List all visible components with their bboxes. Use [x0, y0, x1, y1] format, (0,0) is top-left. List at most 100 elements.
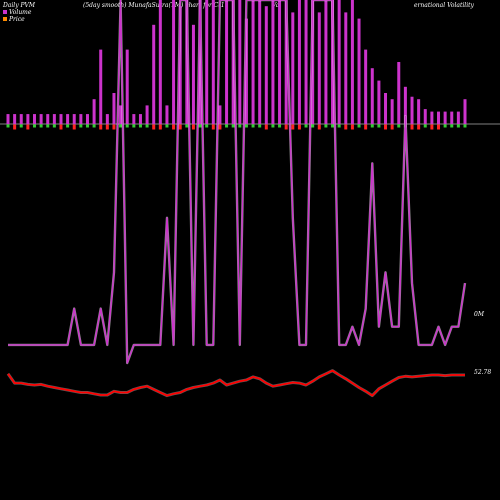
direction-marker: [444, 125, 447, 128]
volume-bar: [165, 105, 168, 124]
volume-bar: [258, 0, 261, 124]
direction-marker: [79, 125, 82, 128]
volume-bar: [139, 114, 142, 124]
direction-marker: [324, 125, 327, 128]
volume-bar: [377, 81, 380, 124]
direction-marker: [245, 125, 248, 128]
direction-marker: [53, 125, 56, 128]
direction-marker: [430, 125, 433, 130]
volume-bar: [457, 112, 460, 124]
volume-bar: [291, 12, 294, 124]
direction-marker: [13, 125, 16, 130]
volume-bar: [271, 0, 274, 124]
direction-marker: [46, 125, 49, 128]
volume-bar: [450, 112, 453, 124]
volume-bar: [417, 99, 420, 124]
direction-marker: [417, 125, 420, 130]
volume-bar: [20, 114, 23, 124]
direction-marker: [212, 125, 215, 130]
direction-marker: [172, 125, 175, 130]
direction-marker: [152, 125, 155, 130]
volume-bar: [444, 112, 447, 124]
volume-bar: [192, 25, 195, 124]
direction-marker: [377, 125, 380, 128]
volume-bar: [146, 105, 149, 124]
direction-marker: [112, 125, 115, 130]
volume-bar: [298, 0, 301, 124]
volume-bar: [40, 114, 43, 124]
volume-bar: [278, 0, 281, 124]
direction-marker: [364, 125, 367, 130]
volume-bar: [391, 99, 394, 124]
direction-marker: [338, 125, 341, 128]
volume-bar: [66, 114, 69, 124]
direction-marker: [225, 125, 228, 128]
volume-bar: [252, 0, 255, 124]
direction-marker: [411, 125, 414, 130]
direction-marker: [265, 125, 268, 130]
volume-bar: [411, 97, 414, 124]
volume-bar: [397, 62, 400, 124]
price-end-label: 52.78: [474, 369, 491, 376]
volume-bar: [53, 114, 56, 124]
direction-marker: [278, 125, 281, 128]
volume-bar: [106, 114, 109, 124]
direction-marker: [371, 125, 374, 128]
volume-bar: [99, 50, 102, 124]
volume-bar: [79, 114, 82, 124]
direction-marker: [437, 125, 440, 130]
direction-marker: [165, 125, 168, 128]
volume-bar: [59, 114, 62, 124]
volume-bar: [46, 114, 49, 124]
volume-bar: [152, 25, 155, 124]
direction-marker: [40, 125, 43, 128]
direction-marker: [305, 125, 308, 128]
direction-marker: [258, 125, 261, 128]
volume-bar: [172, 0, 175, 124]
volume-bar: [265, 6, 268, 124]
volume-bar: [430, 112, 433, 124]
direction-marker: [391, 125, 394, 130]
direction-marker: [351, 125, 354, 130]
volume-bar: [13, 114, 16, 124]
volume-bar: [238, 0, 241, 124]
direction-marker: [106, 125, 109, 130]
volume-bar: [344, 12, 347, 124]
volume-bar: [318, 12, 321, 124]
direction-marker: [285, 125, 288, 130]
direction-marker: [344, 125, 347, 130]
volume-bar: [364, 50, 367, 124]
direction-marker: [384, 125, 387, 130]
volume-bar: [212, 0, 215, 124]
volume-bar: [324, 0, 327, 124]
direction-marker: [205, 125, 208, 128]
volume-bar: [358, 19, 361, 124]
direction-marker: [424, 125, 427, 128]
volume-bar: [305, 0, 308, 124]
volume-bar: [371, 68, 374, 124]
direction-marker: [318, 125, 321, 130]
direction-marker: [238, 125, 241, 128]
direction-marker: [146, 125, 149, 128]
direction-marker: [311, 125, 314, 128]
volume-bar: [132, 114, 135, 124]
volume-bar: [384, 93, 387, 124]
volume-bar: [351, 0, 354, 124]
volume-bar: [225, 0, 228, 124]
direction-marker: [99, 125, 102, 130]
direction-marker: [218, 125, 221, 130]
volume-bar: [424, 109, 427, 124]
direction-marker: [179, 125, 182, 130]
direction-marker: [159, 125, 162, 130]
direction-marker: [291, 125, 294, 130]
direction-marker: [192, 125, 195, 130]
direction-marker: [397, 125, 400, 128]
direction-marker: [199, 125, 202, 128]
direction-marker: [271, 125, 274, 128]
direction-marker: [7, 125, 10, 128]
direction-marker: [73, 125, 76, 130]
direction-marker: [132, 125, 135, 128]
direction-marker: [59, 125, 62, 130]
